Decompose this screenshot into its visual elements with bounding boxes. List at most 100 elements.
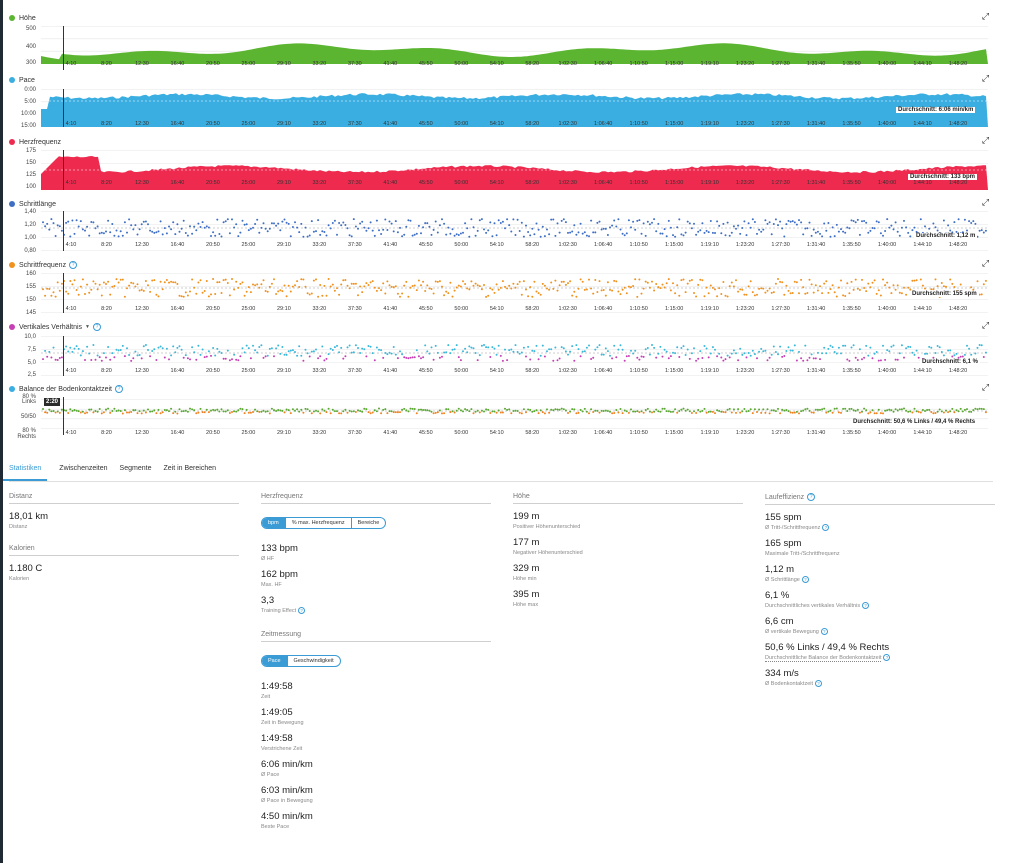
toggle-max-hf[interactable]: % max. Herzfrequenz (286, 518, 352, 528)
balance-point (867, 412, 870, 415)
help-icon[interactable]: ? (820, 628, 828, 636)
vertikal-point (907, 345, 910, 348)
schritt-point (327, 224, 330, 227)
frequenz-point (520, 293, 523, 296)
vertikal-point (182, 356, 185, 359)
balance-point (913, 407, 916, 410)
expand-icon[interactable]: ⤢ (981, 197, 990, 207)
balance-point (262, 409, 265, 412)
balance-point (420, 408, 422, 411)
balance-point (336, 410, 338, 413)
tab-statistiken[interactable]: Statistiken (3, 461, 48, 481)
tab-zeit-in-bereichen[interactable]: Zeit in Bereichen (163, 465, 216, 472)
vertikal-point (487, 346, 490, 349)
vertikal-point (54, 358, 57, 361)
balance-point (363, 407, 366, 410)
balance-point (289, 412, 292, 415)
balance-point (222, 410, 225, 413)
frequenz-point (252, 283, 254, 286)
balance-point (390, 410, 393, 413)
y-tick: 1,40 (24, 209, 36, 215)
help-icon[interactable]: ? (883, 654, 891, 662)
balance-point (562, 408, 565, 411)
help-icon[interactable]: ? (115, 385, 124, 393)
expand-icon[interactable]: ⤢ (981, 320, 990, 330)
vertikal-point (737, 359, 740, 362)
x-tick: 1:15:00 (664, 61, 684, 67)
vertikal-point (787, 346, 790, 349)
schritt-point (875, 220, 878, 223)
help-icon[interactable]: ? (822, 524, 830, 532)
vertikal-point (352, 351, 355, 354)
schritt-point (583, 231, 586, 234)
help-icon[interactable]: ? (815, 680, 823, 688)
frequenz-point (100, 294, 103, 297)
frequenz-point (306, 292, 309, 295)
balance-point (44, 411, 47, 414)
vertikal-point (930, 346, 933, 349)
schritt-point (606, 234, 609, 236)
help-icon[interactable]: ? (69, 261, 78, 269)
schritt-point (726, 221, 729, 224)
schritt-point (401, 235, 404, 238)
expand-icon[interactable]: ⤢ (981, 258, 990, 268)
frequenz-point (298, 286, 301, 288)
vertikal-point (107, 346, 110, 348)
help-icon[interactable]: ? (862, 602, 870, 610)
vertikal-point (168, 358, 170, 361)
schritt-point (256, 218, 259, 221)
balance-point (739, 411, 742, 414)
schritt-point (273, 222, 275, 225)
balance-point (184, 409, 187, 412)
schritt-point (79, 220, 82, 223)
x-tick: 45:50 (418, 180, 433, 186)
expand-icon[interactable]: ⤢ (981, 73, 990, 83)
toggle-bereiche[interactable]: Bereiche (357, 520, 380, 526)
balance-point (308, 410, 311, 412)
vertikal-point (808, 356, 811, 359)
help-icon[interactable]: ? (93, 323, 101, 331)
vertikal-plot (41, 336, 988, 376)
balance-point (172, 412, 175, 415)
expand-icon[interactable]: ⤢ (981, 11, 990, 21)
dropdown-caret-icon[interactable]: ▼ (85, 324, 90, 330)
toggle-geschwindigkeit[interactable]: Geschwindigkeit (293, 658, 334, 664)
balance-point (193, 409, 196, 412)
section-title-text: Laufeffizienz (765, 493, 805, 501)
vertikal-point (672, 351, 674, 354)
frequenz-point (312, 279, 315, 282)
vertikal-point (235, 358, 238, 361)
balance-point (81, 410, 84, 413)
help-icon[interactable]: ? (298, 607, 306, 615)
schritt-point (384, 218, 387, 221)
x-tick: 8:20 (101, 430, 112, 436)
frequenz-point (165, 279, 168, 281)
schritt-point (180, 227, 183, 230)
frequenz-point (676, 284, 679, 287)
frequenz-point (58, 289, 61, 292)
tab-segmente[interactable]: Segmente (119, 465, 152, 472)
schritt-point (46, 222, 49, 225)
balance-point (921, 409, 924, 411)
toggle-bpm[interactable]: bpm (262, 518, 286, 528)
frequenz-point (134, 285, 137, 288)
y-tick: 500 (25, 26, 36, 32)
help-icon[interactable]: ? (801, 576, 809, 584)
vertikal-point (478, 354, 481, 357)
help-icon[interactable]: ? (807, 493, 816, 501)
toggle-pace[interactable]: Pace (262, 656, 288, 666)
frequenz-point (577, 287, 580, 290)
expand-icon[interactable]: ⤢ (981, 382, 990, 392)
schritt-point (598, 220, 601, 223)
schritt-point (315, 230, 317, 233)
schritt-point (550, 218, 553, 221)
balance-point (926, 409, 929, 411)
vertikal-point (176, 346, 179, 349)
frequenz-point (882, 278, 884, 281)
tab-zwischenzeiten[interactable]: Zwischenzeiten (59, 465, 108, 472)
frequenz-point (405, 280, 408, 283)
vertikal-point (275, 347, 278, 350)
x-tick: 58:20 (525, 61, 540, 67)
balance-point (109, 411, 112, 414)
expand-icon[interactable]: ⤢ (981, 135, 990, 145)
